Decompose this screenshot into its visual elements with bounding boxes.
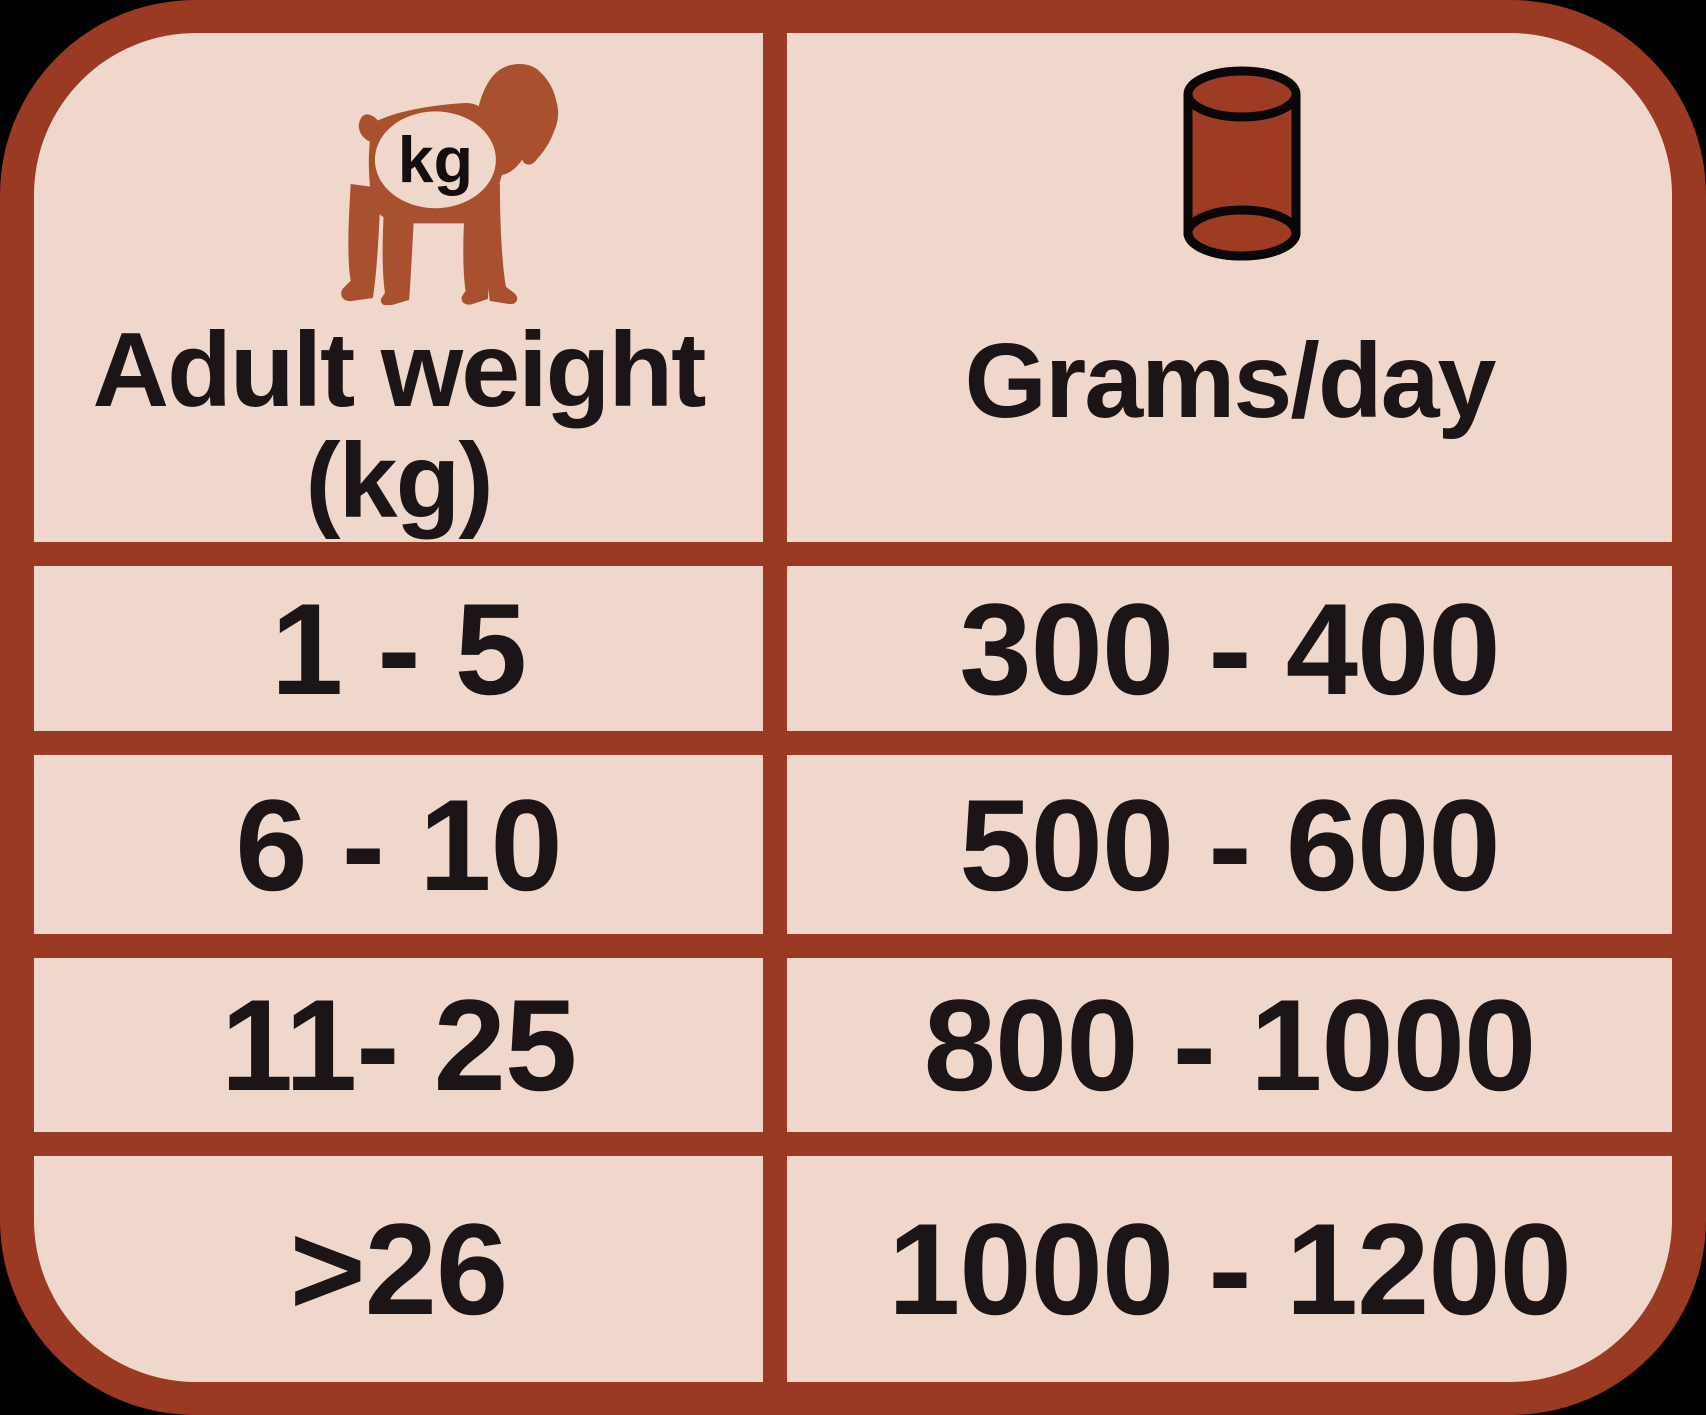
weight-range-cell-row1: 1 - 5: [34, 566, 763, 731]
kg-badge-label: kg: [397, 124, 472, 196]
weight-range-cell-row4: >26: [34, 1156, 763, 1382]
weight-range-cell-row3: 11- 25: [34, 958, 763, 1132]
weight-range-cell-row2: 6 - 10: [34, 755, 763, 934]
column-header-adult-weight: kg Adult weight (kg): [34, 33, 763, 542]
column-header-grams-day: Grams/day: [787, 33, 1672, 542]
adult-weight-title-line1: Adult weight: [92, 311, 707, 429]
grams-day-title: Grams/day: [964, 322, 1497, 440]
grams-range-cell-row2: 500 - 600: [787, 755, 1672, 934]
adult-weight-title-line2: (kg): [305, 422, 493, 541]
grams-range-cell-row1: 300 - 400: [787, 566, 1672, 731]
dog-kg-icon: kg: [340, 63, 558, 305]
feeding-table: kg Adult weight (kg) Grams/day 1 - 5 300…: [34, 33, 1672, 1382]
adult-weight-title: Adult weight (kg): [92, 311, 707, 541]
grams-range-cell-row3: 800 - 1000: [787, 958, 1672, 1132]
food-can-icon: [1183, 66, 1300, 261]
kg-badge: [374, 111, 496, 209]
grams-range-cell-row4: 1000 - 1200: [787, 1156, 1672, 1382]
